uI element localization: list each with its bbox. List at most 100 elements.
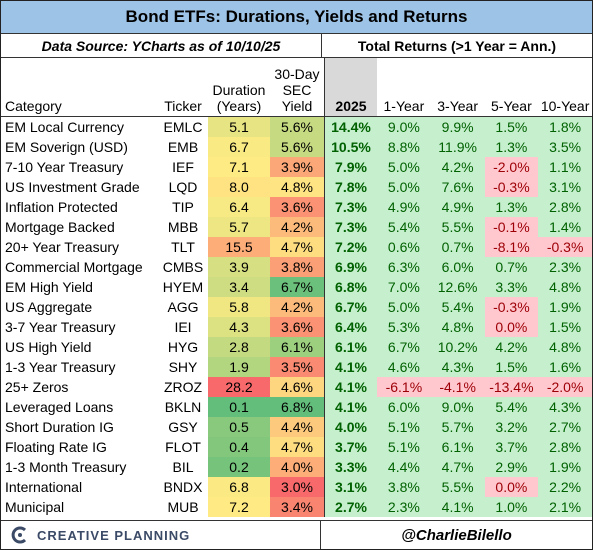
duration-cell: 4.3 (208, 317, 270, 337)
return-1-year-cell: -6.1% (377, 377, 431, 397)
return-5-year-cell: -0.3% (484, 177, 539, 197)
return-5-year-cell: 1.3% (484, 137, 539, 157)
return-1-year-cell: 6.0% (377, 397, 431, 417)
category-cell: Municipal (1, 497, 158, 517)
ticker-cell: ZROZ (158, 377, 208, 397)
table-row: Floating Rate IG FLOT 0.4 4.7% 3.7% 5.1% 6.1% 3… (1, 437, 592, 457)
return-3-year-cell: -4.1% (430, 377, 485, 397)
ticker-cell: LQD (158, 177, 208, 197)
return-5-year-cell: 3.7% (484, 437, 539, 457)
duration-cell: 0.5 (208, 417, 270, 437)
duration-label: Duration (212, 82, 266, 98)
creative-planning-logo-icon (11, 526, 27, 544)
category-cell: EM High Yield (1, 277, 158, 297)
ticker-cell: HYG (158, 337, 208, 357)
ticker-cell: MUB (158, 497, 208, 517)
return-10-year-cell: 2.1% (538, 497, 592, 517)
ticker-cell: TIP (158, 197, 208, 217)
return-3-year-cell: 4.9% (430, 197, 485, 217)
ticker-cell: BNDX (158, 477, 208, 497)
return-2025-cell: 6.7% (324, 297, 377, 317)
ticker-cell: AGG (158, 297, 208, 317)
category-cell: Leveraged Loans (1, 397, 158, 417)
chart-title: Bond ETFs: Durations, Yields and Returns (1, 1, 592, 34)
returns-header: Total Returns (>1 Year = Ann.) (357, 37, 557, 54)
return-1-year-cell: 4.9% (377, 197, 431, 217)
duration-cell: 5.1 (208, 116, 270, 137)
return-5-year-cell: -0.3% (484, 297, 539, 317)
return-10-year-cell: 2.8% (538, 437, 592, 457)
return-2025-cell: 4.1% (324, 397, 377, 417)
return-5-year-cell: 0.0% (484, 477, 539, 497)
return-2025-cell: 7.3% (324, 197, 377, 217)
brand-name: CREATIVE PLANNING (37, 527, 191, 543)
return-1-year-cell: 8.8% (377, 137, 431, 157)
ticker-cell: CMBS (158, 257, 208, 277)
sec-yield-cell: 4.6% (270, 377, 325, 397)
sec-yield-cell: 4.7% (270, 437, 325, 457)
return-2025-cell: 3.1% (324, 477, 377, 497)
return-2025-cell: 7.2% (324, 237, 377, 257)
return-10-year-cell: 4.8% (538, 337, 592, 357)
ticker-cell: BKLN (158, 397, 208, 417)
return-1-year-cell: 6.7% (377, 337, 431, 357)
sec-yield-cell: 4.4% (270, 417, 325, 437)
category-cell: 25+ Zeros (1, 377, 158, 397)
sec-yield-cell: 3.4% (270, 497, 325, 517)
duration-cell: 2.8 (208, 337, 270, 357)
col-header-5-year: 5-Year (484, 58, 539, 117)
duration-cell: 6.4 (208, 197, 270, 217)
return-3-year-cell: 7.6% (430, 177, 485, 197)
table-body: EM Local Currency EMLC 5.1 5.6% 14.4% 9.0% 9.9… (1, 116, 592, 517)
category-cell: 1-3 Year Treasury (1, 357, 158, 377)
sec-yield-cell: 3.6% (270, 317, 325, 337)
duration-cell: 8.0 (208, 177, 270, 197)
sec-yield-cell: 5.6% (270, 116, 325, 137)
return-2025-cell: 14.4% (324, 116, 377, 137)
category-cell: Mortgage Backed (1, 217, 158, 237)
return-3-year-cell: 5.5% (430, 477, 485, 497)
sec-yield-cell: 4.0% (270, 457, 325, 477)
return-10-year-cell: 3.5% (538, 137, 592, 157)
col-header-duration: Duration (Years) (208, 58, 270, 117)
return-1-year-cell: 2.3% (377, 497, 431, 517)
return-5-year-cell: 1.3% (484, 197, 539, 217)
category-cell: US High Yield (1, 337, 158, 357)
duration-cell: 7.2 (208, 497, 270, 517)
return-2025-cell: 6.8% (324, 277, 377, 297)
col-header-10-year: 10-Year (538, 58, 592, 117)
return-3-year-cell: 9.0% (430, 397, 485, 417)
table-row: Municipal MUB 7.2 3.4% 2.7% 2.3% 4.1% 1.0% 2.1% (1, 497, 592, 517)
return-2025-cell: 6.9% (324, 257, 377, 277)
return-3-year-cell: 6.1% (430, 437, 485, 457)
ticker-cell: EMLC (158, 116, 208, 137)
category-cell: US Investment Grade (1, 177, 158, 197)
category-cell: Short Duration IG (1, 417, 158, 437)
return-10-year-cell: 3.1% (538, 177, 592, 197)
table-row: International BNDX 6.8 3.0% 3.1% 3.8% 5.5% 0.0%… (1, 477, 592, 497)
return-3-year-cell: 5.5% (430, 217, 485, 237)
return-3-year-cell: 5.7% (430, 417, 485, 437)
col-header-category: Category (1, 58, 158, 117)
sec-yield-cell: 6.1% (270, 337, 325, 357)
return-10-year-cell: 2.7% (538, 417, 592, 437)
sec-label-3: Yield (281, 98, 313, 114)
col-header-2025: 2025 (324, 58, 377, 117)
return-10-year-cell: 2.3% (538, 257, 592, 277)
return-3-year-cell: 5.4% (430, 297, 485, 317)
return-3-year-cell: 0.7% (430, 237, 485, 257)
return-3-year-cell: 6.0% (430, 257, 485, 277)
category-cell: 1-3 Month Treasury (1, 457, 158, 477)
return-10-year-cell: 1.6% (538, 357, 592, 377)
duration-cell: 6.8 (208, 477, 270, 497)
return-1-year-cell: 5.1% (377, 417, 431, 437)
return-5-year-cell: -2.0% (484, 157, 539, 177)
duration-cell: 5.8 (208, 297, 270, 317)
category-cell: Inflation Protected (1, 197, 158, 217)
sec-yield-cell: 5.6% (270, 137, 325, 157)
return-2025-cell: 7.3% (324, 217, 377, 237)
ticker-cell: FLOT (158, 437, 208, 457)
sec-yield-cell: 4.7% (270, 237, 325, 257)
return-10-year-cell: -2.0% (538, 377, 592, 397)
